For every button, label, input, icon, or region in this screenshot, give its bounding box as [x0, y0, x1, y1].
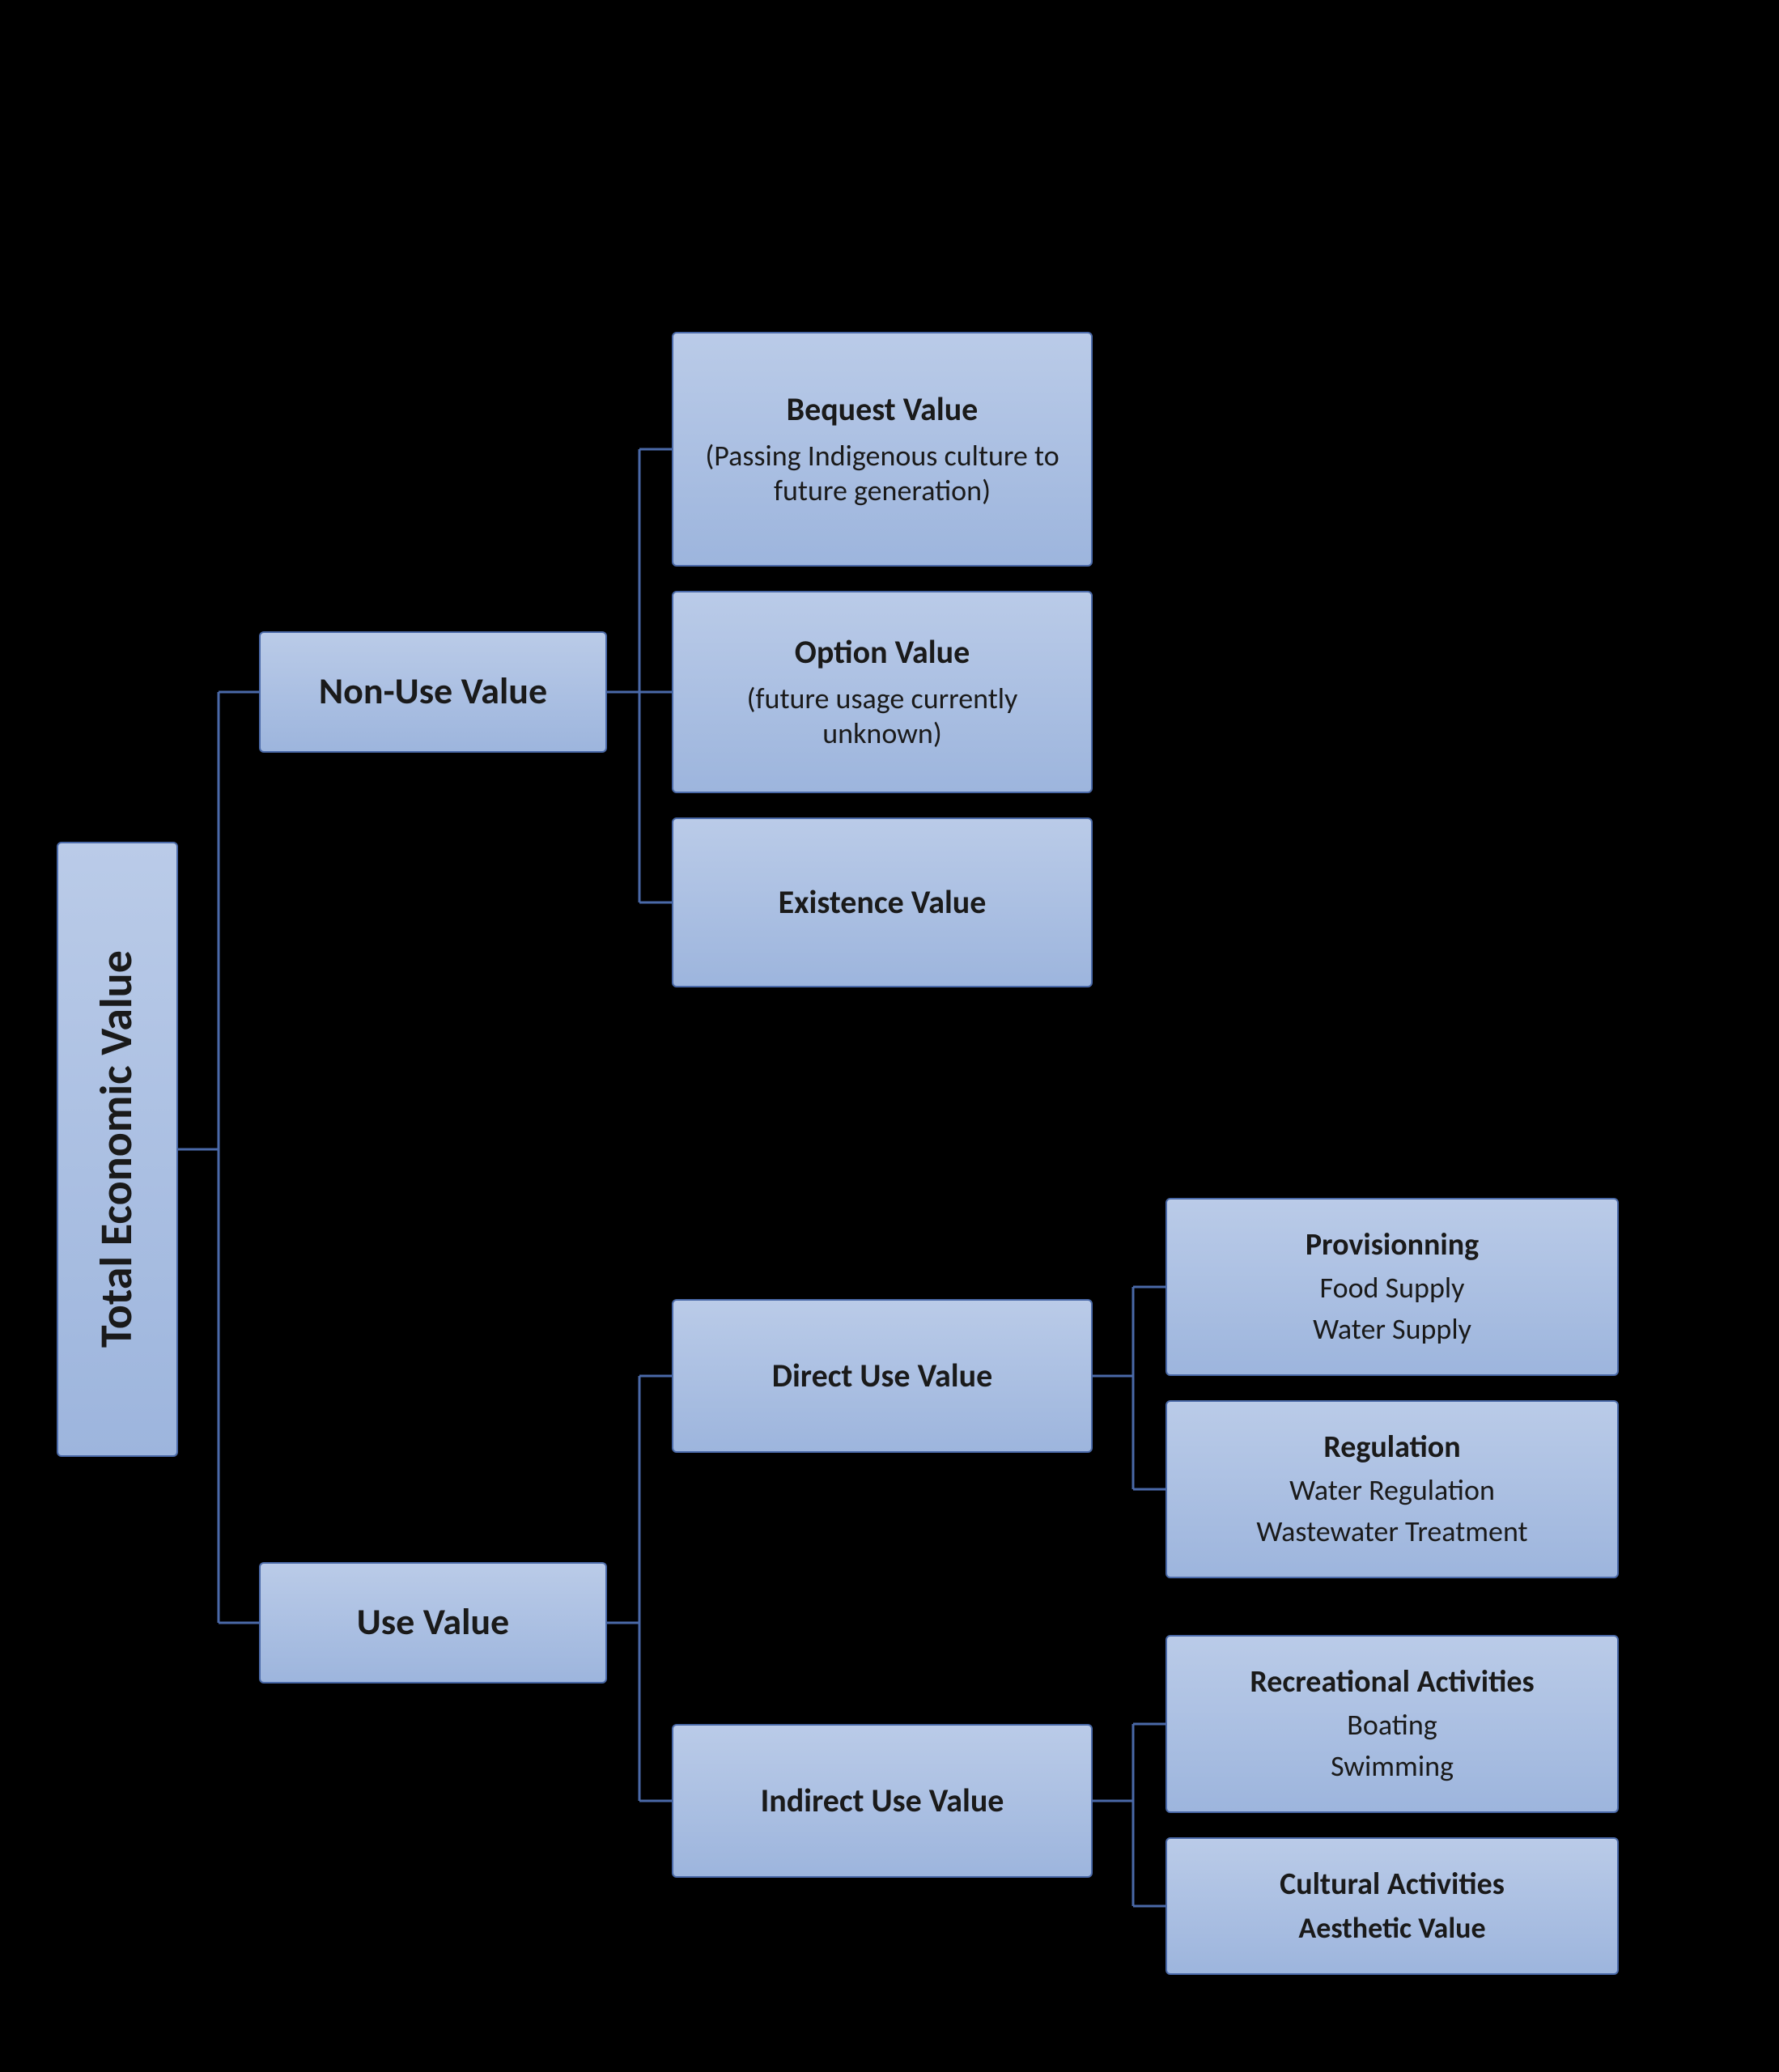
node-indirect: Indirect Use Value	[672, 1724, 1093, 1878]
node-subtitle: (Passing Indigenous culture to future ge…	[685, 439, 1080, 508]
node-title: Direct Use Value	[772, 1357, 992, 1395]
node-title: Indirect Use Value	[761, 1781, 1004, 1820]
node-title: Existence Value	[779, 883, 987, 922]
node-root: Total Economic Value	[57, 842, 178, 1457]
node-line: Boating	[1347, 1708, 1437, 1743]
node-title: Non-Use Value	[319, 669, 547, 714]
node-cultural: Cultural Activities Aesthetic Value	[1165, 1837, 1619, 1975]
node-subtitle: (future usage currently unknown)	[685, 681, 1080, 751]
node-title: Use Value	[357, 1600, 509, 1645]
node-nonuse: Non-Use Value	[259, 631, 607, 753]
node-title: Recreational Activities	[1250, 1664, 1534, 1701]
node-title: Provisionning	[1306, 1227, 1479, 1264]
node-provisioning: Provisionning Food Supply Water Supply	[1165, 1198, 1619, 1376]
node-bequest: Bequest Value (Passing Indigenous culture…	[672, 332, 1093, 567]
node-title: Option Value	[795, 633, 970, 672]
node-title: Total Economic Value	[90, 950, 144, 1348]
node-use: Use Value	[259, 1562, 607, 1684]
node-line: Wastewater Treatment	[1256, 1514, 1527, 1549]
node-line: Water Regulation	[1289, 1473, 1495, 1508]
node-line: Swimming	[1331, 1749, 1454, 1784]
node-line: Aesthetic Value	[1298, 1911, 1485, 1946]
node-regulation: Regulation Water Regulation Wastewater Tre…	[1165, 1400, 1619, 1578]
node-option: Option Value (future usage currently unkn…	[672, 591, 1093, 793]
node-existence: Existence Value	[672, 817, 1093, 987]
node-title: Bequest Value	[787, 390, 979, 429]
node-line: Water Supply	[1313, 1312, 1471, 1347]
node-recreational: Recreational Activities Boating Swimming	[1165, 1635, 1619, 1813]
node-title: Regulation	[1323, 1429, 1460, 1467]
node-line: Food Supply	[1320, 1271, 1465, 1306]
node-title: Cultural Activities	[1280, 1866, 1505, 1904]
node-direct: Direct Use Value	[672, 1299, 1093, 1453]
